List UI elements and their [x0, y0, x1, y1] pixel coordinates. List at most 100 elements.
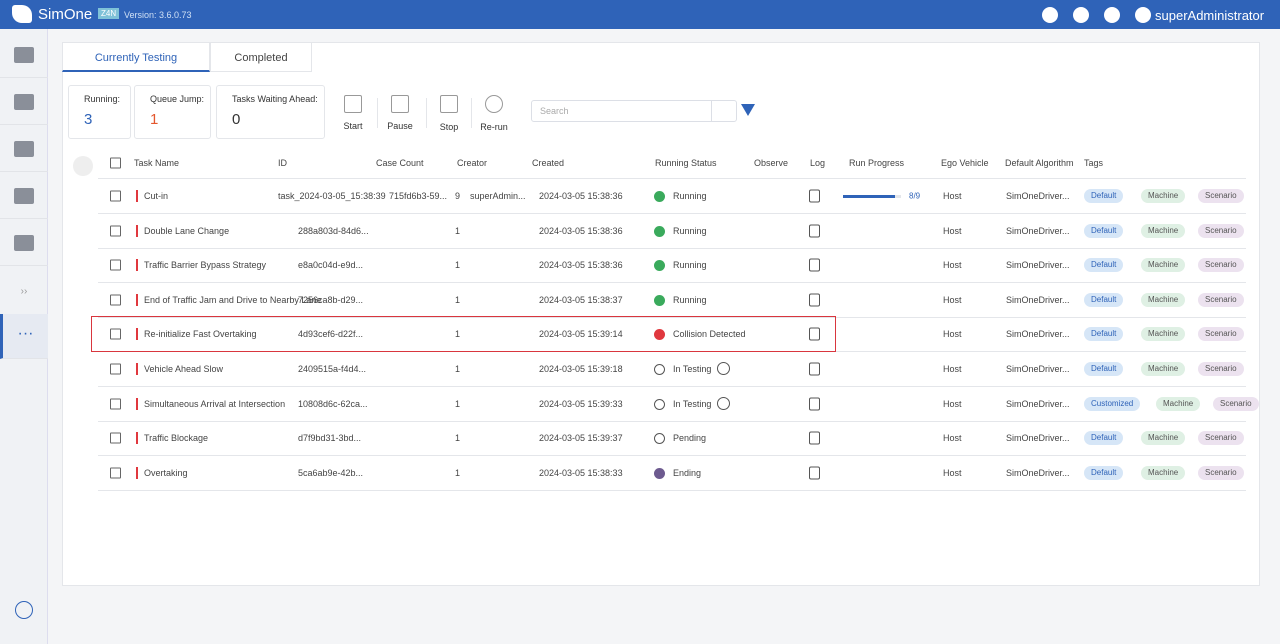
nav-item[interactable]	[0, 127, 48, 172]
checkbox[interactable]	[110, 157, 121, 169]
algorithm: SimOneDriver...	[1006, 364, 1070, 374]
created: 2024-03-05 15:38:36	[539, 191, 623, 201]
tag: Customized	[1084, 396, 1141, 411]
tag: Machine	[1141, 292, 1186, 307]
action-label[interactable]: Start	[343, 121, 363, 131]
tag: Default	[1084, 465, 1124, 480]
tag: Machine	[1141, 327, 1186, 342]
tag: Scenario	[1198, 431, 1244, 446]
collapse[interactable]	[15, 601, 33, 619]
created: 2024-03-05 15:38:36	[539, 225, 623, 236]
row-divider	[98, 386, 1246, 387]
expand-all[interactable]	[73, 156, 93, 176]
stat-value: 3	[84, 111, 93, 128]
checkbox[interactable]	[110, 294, 121, 306]
column-header: Log	[810, 158, 826, 168]
status-icon	[654, 191, 665, 202]
log-icon[interactable]	[809, 431, 820, 445]
tag: Scenario	[1198, 292, 1244, 307]
brand: SimOne	[38, 6, 93, 23]
checkbox[interactable]	[110, 328, 121, 340]
tag: Machine	[1141, 189, 1186, 203]
task-name: Traffic Barrier Bypass Strategy	[144, 260, 267, 271]
log-icon[interactable]	[809, 224, 820, 238]
task-name: Simultaneous Arrival at Intersection	[144, 398, 286, 409]
ego-vehicle: Host	[943, 329, 962, 340]
task-id: 288a803d-84d6...	[298, 225, 369, 236]
tag: Scenario	[1198, 258, 1244, 273]
tag: Default	[1084, 223, 1124, 238]
checkbox[interactable]	[110, 432, 121, 444]
log-icon[interactable]	[809, 293, 820, 307]
observe-icon[interactable]	[717, 396, 730, 410]
created: 2024-03-05 15:39:37	[539, 433, 623, 444]
filter-icon[interactable]	[741, 104, 755, 116]
priority-bar	[136, 259, 138, 272]
log-icon[interactable]	[809, 327, 820, 341]
tab[interactable]: Completed	[210, 42, 312, 72]
column-header: Task Name	[134, 158, 180, 168]
nav-item[interactable]	[0, 221, 48, 266]
task-name: Traffic Blockage	[144, 433, 209, 444]
progress-fill	[843, 195, 895, 198]
progress-text: 8/9	[909, 191, 921, 201]
settings-icon[interactable]	[1104, 7, 1120, 23]
algorithm: SimOneDriver...	[1006, 433, 1070, 444]
algorithm: SimOneDriver...	[1006, 260, 1070, 271]
creator: superAdmin...	[470, 191, 526, 201]
action-icon[interactable]	[485, 95, 503, 113]
column-header: Running Status	[655, 158, 717, 168]
column-header: Case Count	[376, 158, 424, 168]
divider	[426, 98, 427, 128]
more-icon[interactable]	[1073, 7, 1089, 23]
action-label[interactable]: Re-run	[480, 122, 508, 132]
case-count: 9	[455, 191, 461, 201]
search-box[interactable]: Search	[531, 100, 737, 122]
action-label[interactable]: Stop	[439, 122, 459, 132]
nav-item[interactable]	[0, 174, 48, 219]
row-divider	[98, 420, 1246, 422]
status: Pending	[673, 433, 707, 444]
status-icon	[654, 260, 665, 272]
log-icon[interactable]	[809, 189, 820, 203]
nav-item[interactable]	[0, 33, 48, 78]
avatar[interactable]	[1135, 7, 1151, 23]
log-icon[interactable]	[809, 466, 820, 480]
action-label[interactable]: Pause	[387, 121, 413, 131]
tag: Scenario	[1213, 396, 1259, 411]
top-bar: SimOne Z4N Version: 3.6.0.73 superAdmini…	[0, 0, 1280, 29]
help-icon[interactable]	[1042, 7, 1058, 23]
log-icon[interactable]	[809, 362, 820, 376]
log-icon[interactable]	[809, 258, 820, 272]
checkbox[interactable]	[110, 363, 121, 375]
checkbox[interactable]	[110, 259, 121, 271]
task-id: e8a0c04d-e9d...	[298, 260, 364, 271]
tag: Default	[1084, 258, 1124, 273]
checkbox[interactable]	[110, 398, 121, 410]
column-header: ID	[278, 158, 287, 168]
task-id: d7f9bd31-3bd...	[298, 433, 362, 444]
user-name[interactable]: superAdministrator	[1155, 8, 1265, 23]
task-id: 7256ca8b-d29...	[298, 294, 364, 305]
stat-label: Running:	[84, 94, 121, 104]
log-icon[interactable]	[809, 397, 820, 411]
status-icon	[654, 433, 665, 445]
action-icon[interactable]	[391, 95, 409, 113]
action-icon[interactable]	[344, 95, 362, 113]
nav-item-active[interactable]: ···	[0, 314, 48, 359]
row-divider	[98, 282, 1246, 284]
column-header: Default Algorithm	[1005, 158, 1074, 168]
algorithm: SimOneDriver...	[1006, 294, 1070, 305]
checkbox[interactable]	[110, 190, 121, 202]
observe-icon[interactable]	[717, 362, 730, 375]
checkbox[interactable]	[110, 467, 121, 479]
tab[interactable]: Currently Testing	[62, 42, 210, 72]
expand[interactable]: ››	[20, 286, 28, 297]
task-name: Vehicle Ahead Slow	[144, 364, 224, 374]
created: 2024-03-05 15:38:33	[539, 467, 623, 478]
case-count: 1	[455, 398, 461, 409]
created: 2024-03-05 15:38:37	[539, 294, 623, 305]
checkbox[interactable]	[110, 225, 121, 237]
action-icon[interactable]	[440, 95, 458, 113]
nav-item[interactable]	[0, 80, 48, 125]
